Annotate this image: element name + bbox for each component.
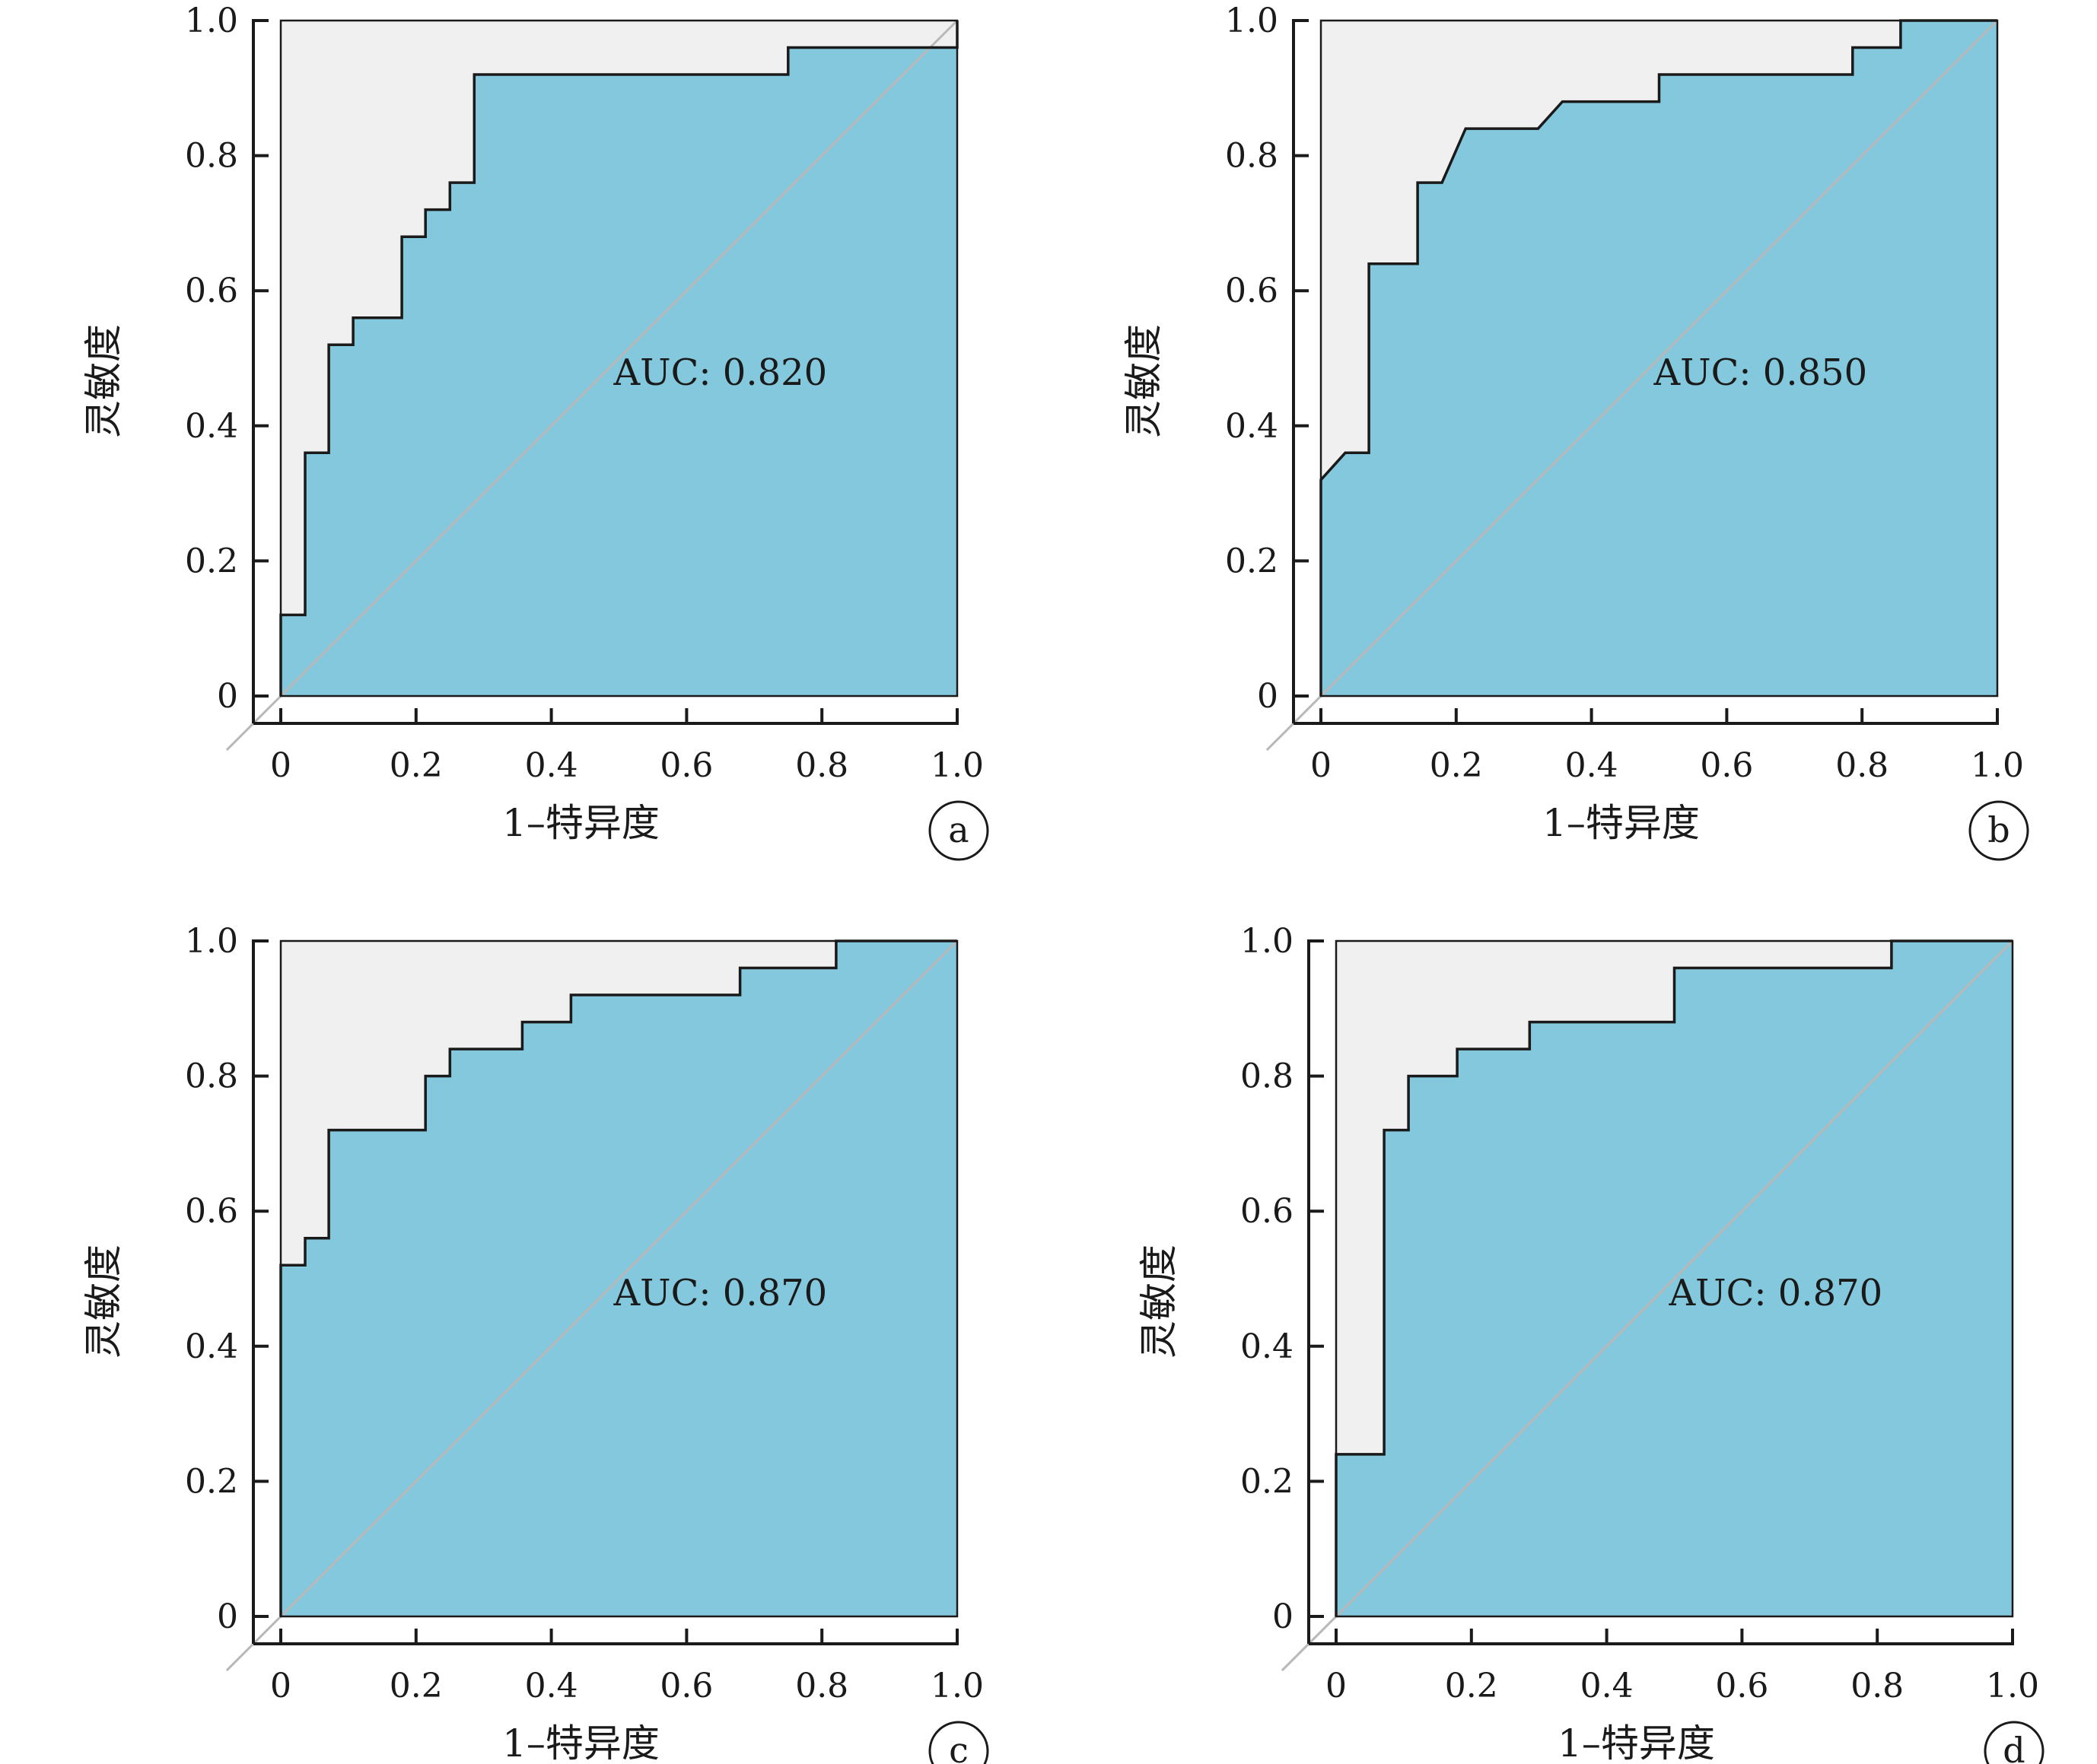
y-tick-label: 0.2 xyxy=(1240,1462,1294,1501)
y-tick-label: 0.8 xyxy=(185,137,238,176)
panel-letter: b xyxy=(1987,809,2009,850)
auc-annotation: AUC: 0.850 xyxy=(1653,351,1868,394)
x-tick-label: 0.8 xyxy=(1835,746,1889,785)
auc-annotation: AUC: 0.870 xyxy=(1669,1272,1883,1314)
auc-annotation: AUC: 0.820 xyxy=(613,351,828,394)
y-tick-label: 0.2 xyxy=(185,542,238,580)
x-tick-label: 0.4 xyxy=(1580,1667,1634,1705)
y-axis-label: 灵敏度 xyxy=(1122,324,1166,438)
y-tick-label: 1.0 xyxy=(185,2,238,40)
roc-curve xyxy=(279,21,959,696)
y-tick-label: 0.8 xyxy=(1225,137,1278,176)
y-tick-label: 0.6 xyxy=(1225,272,1278,310)
y-tick-label: 0.4 xyxy=(1240,1327,1294,1366)
plot-border xyxy=(1335,939,2014,1618)
x-axis-label: 1–特异度 xyxy=(1542,801,1700,845)
panel-letter-circle xyxy=(928,1721,989,1764)
x-axis-label: 1–特异度 xyxy=(1558,1721,1715,1764)
y-tick-label: 1.0 xyxy=(1240,922,1294,961)
y-tick-label: 0 xyxy=(1257,677,1278,716)
panel-letter-circle xyxy=(928,800,989,861)
y-tick-label: 0 xyxy=(217,1597,238,1636)
y-tick-label: 0.6 xyxy=(185,1192,238,1231)
x-tick-label: 1.0 xyxy=(931,746,984,785)
roc-curve xyxy=(1335,939,2013,1616)
x-axis-label: 1–特异度 xyxy=(502,801,660,845)
diagonal-reference-line xyxy=(225,19,959,752)
panel-letter: a xyxy=(948,809,969,850)
x-tick-label: 0.2 xyxy=(390,746,443,785)
x-axis-label: 1–特异度 xyxy=(502,1721,660,1764)
plot-border xyxy=(279,19,959,698)
y-tick-label: 0 xyxy=(217,677,238,716)
x-tick-label: 0.6 xyxy=(660,746,713,785)
y-tick-label: 1.0 xyxy=(1225,2,1278,40)
x-tick-label: 0.8 xyxy=(795,746,848,785)
y-tick-label: 0.4 xyxy=(1225,407,1278,446)
y-tick-label: 0.6 xyxy=(185,272,238,310)
x-tick-label: 0.2 xyxy=(1430,746,1483,785)
x-tick-label: 0.6 xyxy=(1700,746,1753,785)
auc-annotation: AUC: 0.870 xyxy=(613,1272,828,1314)
x-tick-label: 0 xyxy=(1310,746,1332,785)
y-tick-label: 0.4 xyxy=(185,1327,238,1366)
roc-panel-d: 0 0.2 0.4 0.6 0.8 1.0 0 0.2 0.4 0.6 0.8 1.0 1–特异度 灵敏度… xyxy=(1137,922,2044,1764)
y-tick-label: 0.2 xyxy=(1225,542,1278,580)
x-tick-label: 0.6 xyxy=(1715,1667,1768,1705)
x-tick-label: 0.8 xyxy=(795,1667,848,1705)
y-tick-label: 0.4 xyxy=(185,407,238,446)
x-tick-label: 0 xyxy=(1325,1667,1347,1705)
x-tick-label: 0.8 xyxy=(1850,1667,1904,1705)
roc-curve xyxy=(279,939,957,1616)
panel-letter: d xyxy=(2003,1730,2025,1764)
y-tick-label: 0.8 xyxy=(1240,1057,1294,1096)
diagonal-reference-line xyxy=(1265,19,1999,752)
plot-border xyxy=(1319,19,1999,698)
x-tick-label: 1.0 xyxy=(1971,746,2024,785)
y-axis-label: 灵敏度 xyxy=(1137,1244,1181,1359)
y-tick-label: 0.6 xyxy=(1240,1192,1294,1231)
roc-panel-c: 0 0.2 0.4 0.6 0.8 1.0 0 0.2 0.4 0.6 0.8 1.0 1–特异度 灵敏度… xyxy=(81,922,989,1764)
x-tick-label: 0 xyxy=(270,746,291,785)
x-tick-label: 0.2 xyxy=(390,1667,443,1705)
panel-letter-circle xyxy=(1968,800,2029,861)
x-tick-label: 0.4 xyxy=(525,746,578,785)
x-tick-label: 0.4 xyxy=(525,1667,578,1705)
roc-panel-b: 0 0.2 0.4 0.6 0.8 1.0 0 0.2 0.4 0.6 0.8 1.0 1–特异度 灵敏度… xyxy=(1122,2,2029,861)
diagonal-reference-line xyxy=(225,939,959,1672)
roc-panel-a: 0 0.2 0.4 0.6 0.8 1.0 0 0.2 0.4 0.6 0.8 1.0 1–特异度 灵敏度… xyxy=(81,2,989,861)
x-tick-label: 0.6 xyxy=(660,1667,713,1705)
panel-letter: c xyxy=(949,1730,969,1764)
y-axis-label: 灵敏度 xyxy=(81,1244,126,1359)
x-tick-label: 1.0 xyxy=(931,1667,984,1705)
panel-letter-circle xyxy=(1984,1721,2044,1764)
x-tick-label: 0.2 xyxy=(1445,1667,1498,1705)
diagonal-reference-line xyxy=(1281,939,2014,1672)
y-tick-label: 0.8 xyxy=(185,1057,238,1096)
x-tick-label: 1.0 xyxy=(1986,1667,2039,1705)
roc-curve xyxy=(1319,19,1997,696)
y-tick-label: 1.0 xyxy=(185,922,238,961)
x-tick-label: 0.4 xyxy=(1565,746,1618,785)
x-tick-label: 0 xyxy=(270,1667,291,1705)
y-tick-label: 0.2 xyxy=(185,1462,238,1501)
y-axis-label: 灵敏度 xyxy=(81,324,126,438)
y-tick-label: 0 xyxy=(1272,1597,1294,1636)
